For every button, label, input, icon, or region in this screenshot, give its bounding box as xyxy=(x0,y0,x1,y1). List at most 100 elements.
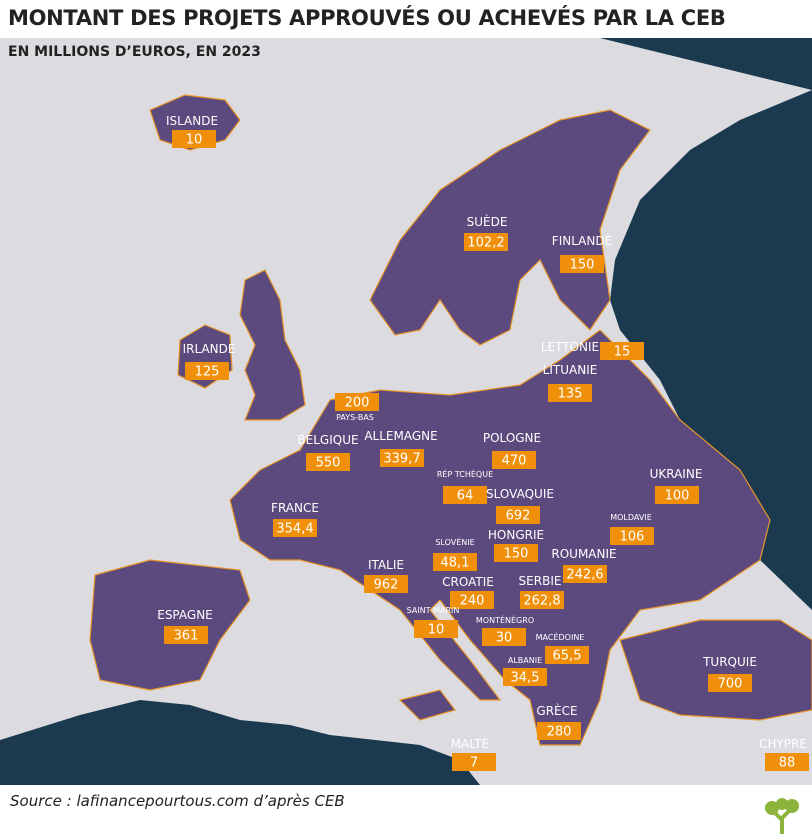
value-box xyxy=(464,233,508,251)
country-label: MONTÉNÉGRO xyxy=(476,614,534,625)
value-label: 962 xyxy=(374,578,399,593)
value-box xyxy=(563,565,607,583)
great-britain xyxy=(239,269,306,421)
source: Source : lafinancepourtous.com d’après C… xyxy=(10,792,345,810)
value-label: 242,6 xyxy=(566,568,603,583)
country-label: TURQUIE xyxy=(702,655,757,669)
value-label: 7 xyxy=(470,756,478,771)
value-label: 65,5 xyxy=(553,649,582,664)
country-label: UKRAINE xyxy=(650,467,703,481)
value-label: 470 xyxy=(502,454,527,469)
country-label: ALLEMAGNE xyxy=(364,429,437,443)
russia xyxy=(600,38,812,610)
country-label: SAINT MARIN xyxy=(407,606,460,615)
value-box xyxy=(560,255,604,273)
value-label: 361 xyxy=(174,629,199,644)
value-box xyxy=(273,519,317,537)
country-label: BELGIQUE xyxy=(297,433,358,447)
value-label: 48,1 xyxy=(441,556,470,571)
value-label: 280 xyxy=(547,725,572,740)
value-box xyxy=(496,506,540,524)
country-label: HONGRIE xyxy=(488,528,544,542)
value-box xyxy=(443,486,487,504)
value-box xyxy=(364,575,408,593)
value-box xyxy=(164,626,208,644)
value-label: 135 xyxy=(558,387,583,402)
value-label: 692 xyxy=(506,509,531,524)
value-box xyxy=(306,453,350,471)
value-label: 10 xyxy=(186,133,203,148)
country-label: CROATIE xyxy=(442,575,494,589)
value-box xyxy=(708,674,752,692)
turkey xyxy=(619,619,812,721)
value-box xyxy=(450,591,494,609)
value-label: 10 xyxy=(428,623,445,638)
country-label: POLOGNE xyxy=(483,431,541,445)
country-label: MACÉDOINE xyxy=(536,631,585,642)
value-box xyxy=(545,646,589,664)
country-label: ITALIE xyxy=(368,558,404,572)
value-label: 700 xyxy=(718,677,743,692)
country-label: FRANCE xyxy=(271,501,319,515)
value-label: 354,4 xyxy=(276,522,313,537)
value-box xyxy=(520,591,564,609)
value-box xyxy=(414,620,458,638)
value-label: 15 xyxy=(614,345,631,360)
country-label: ALBANIE xyxy=(508,656,542,665)
country-label: FINLANDE xyxy=(552,234,612,248)
value-box xyxy=(433,553,477,571)
value-label: 64 xyxy=(457,489,474,504)
country-label: CHYPRE xyxy=(759,737,807,751)
value-box xyxy=(655,486,699,504)
value-box xyxy=(503,668,547,686)
value-label: 200 xyxy=(345,396,370,411)
country-label: LITUANIE xyxy=(543,363,598,377)
value-box xyxy=(452,753,496,771)
value-label: 339,7 xyxy=(383,452,420,467)
mainland xyxy=(229,329,771,746)
value-label: 125 xyxy=(195,365,220,380)
value-box xyxy=(537,722,581,740)
value-label: 262,8 xyxy=(523,594,560,609)
value-box xyxy=(185,362,229,380)
value-box xyxy=(765,753,809,771)
country-label: SERBIE xyxy=(519,574,562,588)
sicily xyxy=(398,689,457,721)
africa xyxy=(0,700,480,785)
value-box xyxy=(492,451,536,469)
logo xyxy=(765,798,799,834)
value-box xyxy=(172,130,216,148)
value-box xyxy=(548,384,592,402)
country-label: GRÈCE xyxy=(536,703,577,718)
country-label: RÉP TCHÈQUE xyxy=(437,468,493,479)
value-label: 100 xyxy=(665,489,690,504)
title: MONTANT DES PROJETS APPROUVÉS OU ACHEVÉS… xyxy=(8,6,726,30)
value-label: 106 xyxy=(620,530,645,545)
country-label: SLOVÉNIE xyxy=(435,536,474,547)
country-label: ROUMANIE xyxy=(551,547,616,561)
country-label: SLOVAQUIE xyxy=(486,487,554,501)
iberia xyxy=(89,559,251,691)
value-label: 34,5 xyxy=(511,671,540,686)
country-label: LETTONIE xyxy=(541,340,599,354)
country-label: ESPAGNE xyxy=(157,608,213,622)
value-label: 30 xyxy=(496,631,513,646)
value-box xyxy=(610,527,654,545)
value-label: 88 xyxy=(779,756,796,771)
country-label: MOLDAVIE xyxy=(610,513,652,522)
value-label: 550 xyxy=(316,456,341,471)
country-label: IRLANDE xyxy=(183,342,236,356)
country-label: SUÈDE xyxy=(467,214,508,229)
scandinavia xyxy=(369,109,651,346)
value-box xyxy=(482,628,526,646)
subtitle: EN MILLIONS D’EUROS, EN 2023 xyxy=(8,44,261,60)
country-label: MALTE xyxy=(451,737,490,751)
value-label: 102,2 xyxy=(467,236,504,251)
value-label: 150 xyxy=(504,547,529,562)
value-label: 150 xyxy=(570,258,595,273)
country-label: ISLANDE xyxy=(166,114,218,128)
value-box xyxy=(335,393,379,411)
value-box xyxy=(600,342,644,360)
country-label: PAYS-BAS xyxy=(336,413,374,422)
